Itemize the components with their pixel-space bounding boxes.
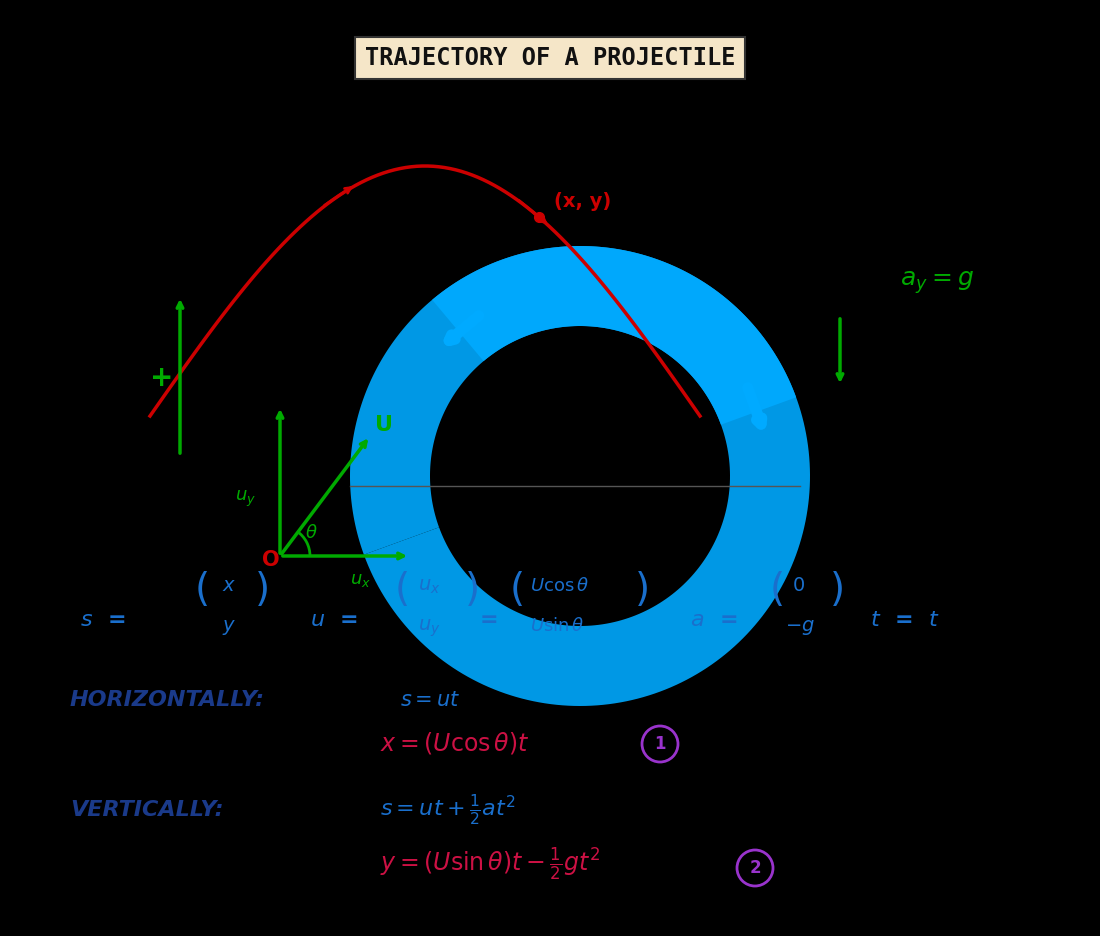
Text: $u_x$: $u_x$ (418, 578, 440, 596)
Text: $u_y$: $u_y$ (235, 489, 256, 509)
Text: ): ) (635, 571, 650, 609)
Text: U: U (375, 415, 393, 435)
Text: 2: 2 (749, 859, 761, 877)
Text: $t$  =  $t$: $t$ = $t$ (870, 610, 939, 630)
Text: $a$  =: $a$ = (690, 610, 737, 630)
Text: $U\sin\theta$: $U\sin\theta$ (530, 617, 584, 635)
Text: (: ( (195, 571, 210, 609)
Text: TRAJECTORY OF A PROJECTILE: TRAJECTORY OF A PROJECTILE (365, 46, 735, 70)
Polygon shape (350, 246, 796, 555)
Text: $-g$: $-g$ (785, 618, 815, 637)
Text: $x$: $x$ (222, 576, 236, 595)
Text: VERTICALLY:: VERTICALLY: (70, 800, 223, 820)
Text: $s = ut + \frac{1}{2}at^2$: $s = ut + \frac{1}{2}at^2$ (379, 792, 516, 827)
Text: O: O (262, 550, 279, 570)
Text: $a_y = g$: $a_y = g$ (900, 270, 974, 296)
Text: $\theta$: $\theta$ (305, 524, 318, 542)
Text: $x = (U\cos\theta)t$: $x = (U\cos\theta)t$ (379, 730, 529, 756)
Text: ): ) (255, 571, 271, 609)
Text: $u$  =: $u$ = (310, 610, 358, 630)
Text: $0$: $0$ (792, 576, 805, 595)
Text: (x, y): (x, y) (554, 192, 612, 211)
Text: 1: 1 (654, 735, 666, 753)
Text: ): ) (830, 571, 845, 609)
Text: $U\cos\theta$: $U\cos\theta$ (530, 577, 590, 595)
Text: (: ( (770, 571, 785, 609)
Text: $s = ut$: $s = ut$ (400, 690, 461, 710)
Text: ): ) (465, 571, 480, 609)
Text: $y = (U\sin\theta)t - \frac{1}{2}gt^2$: $y = (U\sin\theta)t - \frac{1}{2}gt^2$ (379, 845, 600, 883)
Text: =: = (480, 610, 498, 630)
Text: $s$  =: $s$ = (80, 610, 125, 630)
Polygon shape (364, 246, 810, 706)
Text: $u_y$: $u_y$ (418, 618, 441, 639)
Text: +: + (150, 364, 174, 392)
Text: (: ( (395, 571, 410, 609)
Text: HORIZONTALLY:: HORIZONTALLY: (70, 690, 265, 710)
Text: $y$: $y$ (222, 618, 236, 637)
Text: (: ( (510, 571, 525, 609)
Text: $u_x$: $u_x$ (350, 571, 371, 589)
